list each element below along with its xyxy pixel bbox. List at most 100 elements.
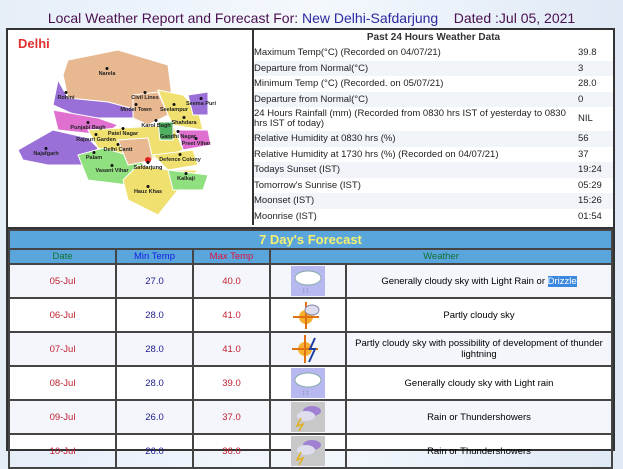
col-date: Date: [8, 248, 117, 265]
past-row: Minimum Temp (°C) (Recorded. on 05/07/21…: [254, 76, 613, 92]
sun-thunder-icon: [292, 335, 318, 363]
past-row: Maximum Temp(°C) (Recorded on 04/07/21) 3…: [254, 45, 613, 61]
district-dot-icon: [199, 97, 203, 100]
location-name: New Delhi-Safdarjung: [302, 10, 439, 26]
district-dot-icon: [134, 103, 138, 106]
past-value: 01:54: [578, 210, 602, 222]
district-dot-icon: [178, 153, 182, 156]
col-min-temp: Min Temp: [115, 248, 194, 265]
district-label: Civil Lines: [131, 95, 159, 101]
district-label: Model Town: [120, 107, 152, 113]
selected-text[interactable]: Drizzle: [547, 275, 577, 287]
district-dot-icon: [194, 137, 198, 140]
district-label: Narela: [98, 71, 116, 77]
past-value: 37: [578, 148, 589, 160]
district-label: Seema Puri: [186, 101, 216, 107]
past-row: Departure from Normal(°C) 3: [254, 60, 613, 76]
district-label: Najafgarh: [33, 151, 59, 157]
past-row: Departure from Normal(°C) 0: [254, 91, 613, 107]
district-dot-icon: [121, 127, 125, 130]
past-row: Relative Humidity at 0830 hrs (%) 56: [254, 131, 613, 147]
thundershower-icon: [291, 436, 325, 466]
forecast-min-temp: 28.0: [115, 297, 194, 333]
district-dot-icon: [182, 116, 186, 119]
forecast-date: 10-Jul: [8, 433, 117, 469]
svg-text:⁞ ⁞: ⁞ ⁞: [303, 289, 308, 295]
district-label: Preet Vihar: [181, 141, 211, 147]
past-label: Relative Humidity at 0830 hrs (%): [254, 133, 396, 145]
district-dot-icon: [94, 133, 98, 136]
forecast-date: 05-Jul: [8, 263, 117, 299]
forecast-weather: Generally cloudy sky with Light rain: [345, 365, 613, 401]
district-label: Safdarjung: [133, 165, 163, 171]
district-label: Rajouri Garden: [76, 137, 116, 143]
map-label: Delhi: [18, 36, 50, 51]
past-label: 24 Hours Rainfall (mm) (Recorded from 08…: [254, 108, 566, 129]
past-value: 3: [578, 62, 584, 74]
forecast-min-temp: 28.0: [115, 331, 194, 367]
forecast-min-temp: 26.0: [115, 399, 194, 435]
forecast-row: 06-Jul 28.0 41.0 Partly cloudy sky: [8, 297, 613, 333]
district-dot-icon: [154, 119, 158, 122]
forecast-icon-cell: ⁞ ⁞: [269, 365, 347, 401]
forecast-date: 06-Jul: [8, 297, 117, 333]
forecast-icon-cell: [269, 297, 347, 333]
forecast-row: 09-Jul 26.0 37.0 Rain or Thundershowers: [8, 399, 613, 435]
district-label: Seelampur: [159, 107, 189, 113]
past-value: 15:26: [578, 195, 602, 207]
past-row: Moonrise (IST) 01:54: [254, 209, 613, 225]
district-dot-icon: [92, 151, 96, 154]
forecast-max-temp: 40.0: [192, 263, 271, 299]
district-dot-icon: [105, 67, 109, 70]
delhi-map: Delhi Narela Rohini Model Town Seelampur Sha…: [8, 30, 254, 225]
forecast-row: 08-Jul 28.0 39.0 ⁞ ⁞ Generally cloudy sk…: [8, 365, 613, 401]
forecast-min-temp: 26.0: [115, 433, 194, 469]
forecast-title: 7 Day's Forecast: [8, 229, 613, 250]
report-panel: Delhi Narela Rohini Model Town Seelampur Sha…: [6, 28, 615, 469]
forecast-max-temp: 36.0: [192, 433, 271, 469]
forecast-max-temp: 39.0: [192, 365, 271, 401]
col-max-temp: Max Temp: [192, 248, 271, 265]
district-label: Delhi Cantt: [103, 147, 133, 153]
district-label: Shahdara: [171, 120, 197, 126]
district-label: Punjabi Bagh: [70, 125, 106, 131]
past-heading: Past 24 Hours Weather Data: [366, 32, 501, 43]
past-value: 56: [578, 133, 589, 145]
district-dot-icon: [44, 147, 48, 150]
past-row: Todays Sunset (IST) 19:24: [254, 162, 613, 178]
past-label: Departure from Normal(°C): [254, 93, 369, 105]
forecast-icon-cell: [269, 433, 347, 469]
forecast-max-temp: 41.0: [192, 297, 271, 333]
forecast-date: 07-Jul: [8, 331, 117, 367]
district-dot-icon: [116, 143, 120, 146]
past-label: Departure from Normal(°C): [254, 62, 369, 74]
past-row: Moonset (IST) 15:26: [254, 193, 613, 209]
cloud-rain-icon: ⁞ ⁞: [291, 368, 325, 398]
forecast-date: 08-Jul: [8, 365, 117, 401]
forecast-weather: Partly cloudy sky: [345, 297, 613, 333]
past-value: 0: [578, 93, 584, 105]
past-value: NIL: [578, 113, 593, 124]
col-weather: Weather: [269, 248, 613, 265]
district-dot-icon: [184, 172, 188, 175]
svg-text:⁞ ⁞: ⁞ ⁞: [303, 391, 308, 397]
past-label: Moonset (IST): [254, 195, 315, 207]
forecast-weather: Rain or Thundershowers: [345, 399, 613, 435]
past-value: 39.8: [578, 47, 597, 59]
forecast-icon-cell: [269, 331, 347, 367]
thundershower-icon: [291, 402, 325, 432]
forecast-weather: Partly cloudy sky with possibility of de…: [345, 331, 613, 367]
district-label: Gandhi Nagar: [159, 134, 197, 140]
district-dot-icon: [146, 161, 150, 164]
page-title: Local Weather Report and Forecast For: N…: [47, 10, 576, 26]
forecast-weather: Rain or Thundershowers: [345, 433, 613, 469]
past-label: Todays Sunset (IST): [254, 164, 341, 176]
forecast-table: 7 Day's Forecast Date Min Temp Max Temp …: [8, 227, 613, 469]
forecast-date: 09-Jul: [8, 399, 117, 435]
forecast-row: 05-Jul 27.0 40.0 ⁞ ⁞ Generally cloudy sk…: [8, 263, 613, 299]
past-label: Relative Humidity at 1730 hrs (%) (Recor…: [254, 148, 499, 160]
district-map-image: [17, 49, 212, 216]
forecast-row: 07-Jul 28.0 41.0 Partly cloudy sky with …: [8, 331, 613, 367]
district-label: Kalkaji: [177, 176, 195, 182]
past-value: 19:24: [578, 164, 602, 176]
